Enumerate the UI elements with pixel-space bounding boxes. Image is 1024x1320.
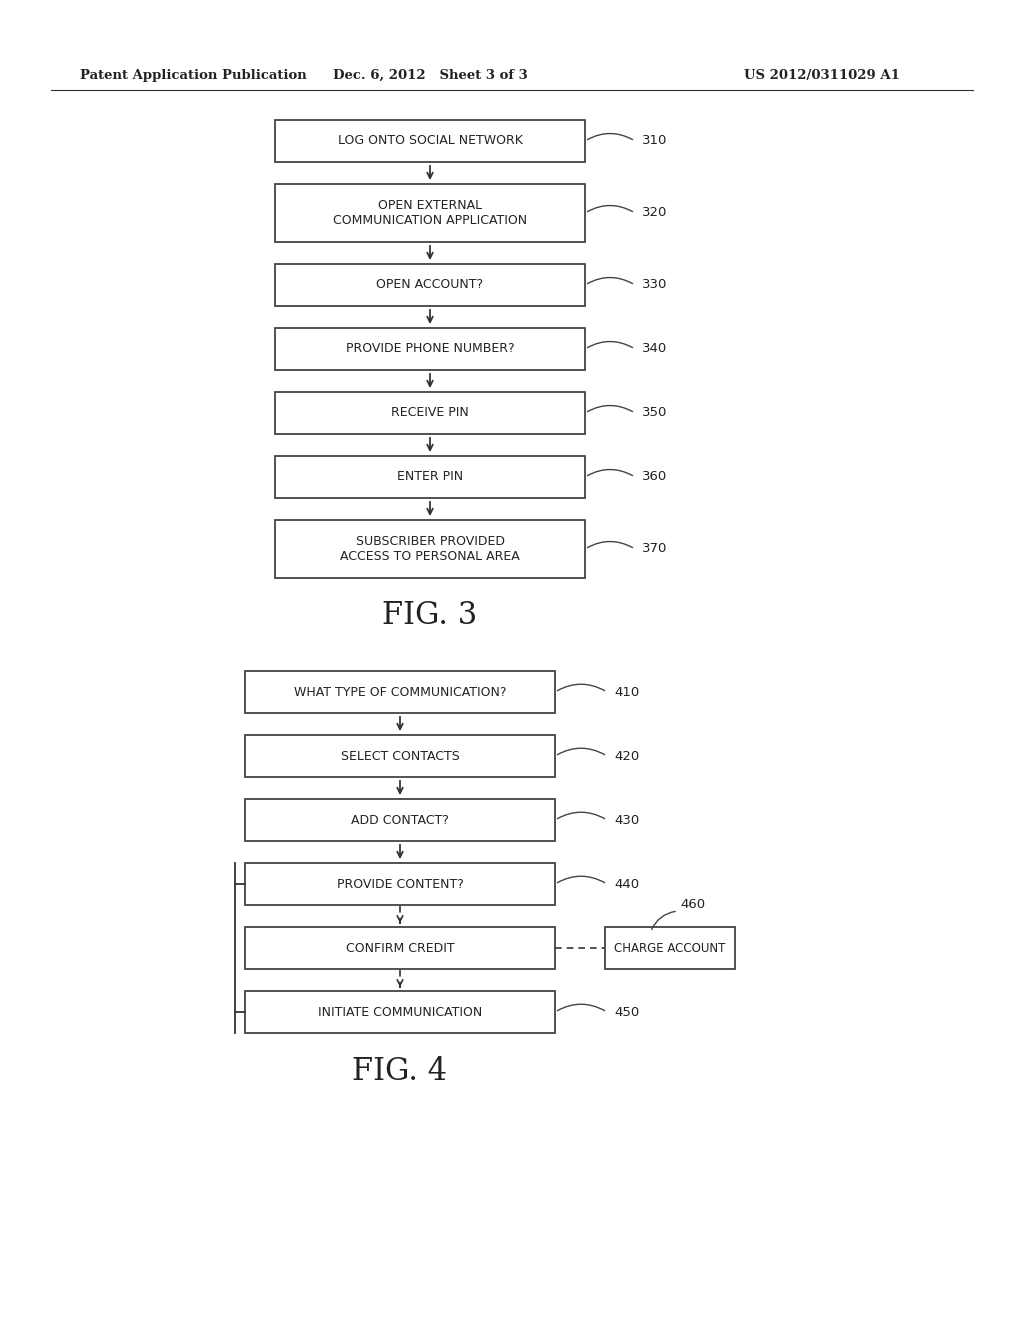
Text: 440: 440 <box>614 878 639 891</box>
Text: 350: 350 <box>642 407 668 420</box>
Text: US 2012/0311029 A1: US 2012/0311029 A1 <box>744 69 900 82</box>
Text: 360: 360 <box>642 470 668 483</box>
Text: INITIATE COMMUNICATION: INITIATE COMMUNICATION <box>317 1006 482 1019</box>
Text: RECEIVE PIN: RECEIVE PIN <box>391 407 469 420</box>
Text: 320: 320 <box>642 206 668 219</box>
Text: Dec. 6, 2012   Sheet 3 of 3: Dec. 6, 2012 Sheet 3 of 3 <box>333 69 527 82</box>
FancyBboxPatch shape <box>275 392 585 434</box>
Text: 410: 410 <box>614 685 639 698</box>
Text: PROVIDE CONTENT?: PROVIDE CONTENT? <box>337 878 464 891</box>
Text: 340: 340 <box>642 342 668 355</box>
FancyBboxPatch shape <box>245 671 555 713</box>
FancyBboxPatch shape <box>275 520 585 578</box>
Text: 370: 370 <box>642 543 668 556</box>
Text: OPEN ACCOUNT?: OPEN ACCOUNT? <box>377 279 483 292</box>
Text: 430: 430 <box>614 813 639 826</box>
Text: LOG ONTO SOCIAL NETWORK: LOG ONTO SOCIAL NETWORK <box>338 135 522 148</box>
FancyBboxPatch shape <box>275 327 585 370</box>
Text: 330: 330 <box>642 279 668 292</box>
FancyBboxPatch shape <box>275 455 585 498</box>
Text: SUBSCRIBER PROVIDED
ACCESS TO PERSONAL AREA: SUBSCRIBER PROVIDED ACCESS TO PERSONAL A… <box>340 535 520 564</box>
Text: WHAT TYPE OF COMMUNICATION?: WHAT TYPE OF COMMUNICATION? <box>294 685 506 698</box>
FancyBboxPatch shape <box>245 735 555 777</box>
Text: Patent Application Publication: Patent Application Publication <box>80 69 307 82</box>
Text: PROVIDE PHONE NUMBER?: PROVIDE PHONE NUMBER? <box>346 342 514 355</box>
FancyBboxPatch shape <box>245 863 555 906</box>
Text: ENTER PIN: ENTER PIN <box>397 470 463 483</box>
FancyBboxPatch shape <box>275 183 585 242</box>
FancyBboxPatch shape <box>275 264 585 306</box>
Text: FIG. 4: FIG. 4 <box>352 1056 447 1086</box>
Text: CONFIRM CREDIT: CONFIRM CREDIT <box>346 941 455 954</box>
FancyBboxPatch shape <box>245 799 555 841</box>
Text: 460: 460 <box>680 899 706 912</box>
FancyBboxPatch shape <box>245 991 555 1034</box>
FancyBboxPatch shape <box>245 927 555 969</box>
Text: 310: 310 <box>642 135 668 148</box>
Text: SELECT CONTACTS: SELECT CONTACTS <box>341 750 460 763</box>
Text: 420: 420 <box>614 750 639 763</box>
Text: FIG. 3: FIG. 3 <box>382 601 477 631</box>
Text: CHARGE ACCOUNT: CHARGE ACCOUNT <box>614 941 726 954</box>
Text: ADD CONTACT?: ADD CONTACT? <box>351 813 449 826</box>
FancyBboxPatch shape <box>605 927 735 969</box>
Text: OPEN EXTERNAL
COMMUNICATION APPLICATION: OPEN EXTERNAL COMMUNICATION APPLICATION <box>333 199 527 227</box>
FancyBboxPatch shape <box>275 120 585 162</box>
Text: 450: 450 <box>614 1006 639 1019</box>
